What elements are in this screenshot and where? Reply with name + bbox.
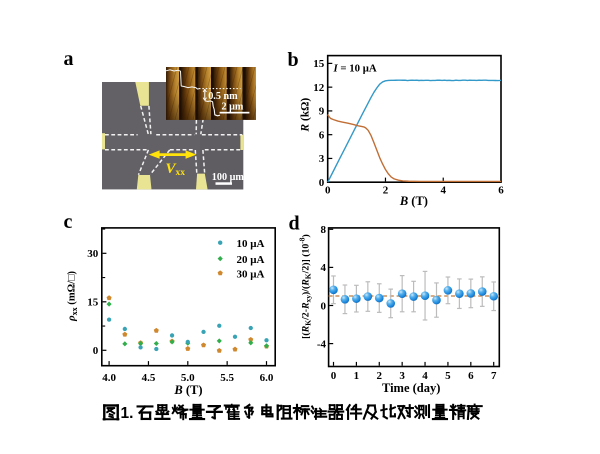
svg-text:Time (day): Time (day) [382,381,440,395]
svg-text:3: 3 [319,153,325,165]
svg-text:1: 1 [354,370,360,382]
svg-text:2 μm: 2 μm [222,102,244,113]
svg-text:4: 4 [321,262,327,274]
svg-text:0: 0 [93,345,99,357]
svg-text:I = 10 μA: I = 10 μA [333,63,377,75]
svg-text:15: 15 [313,58,325,70]
svg-text:0.5 nm: 0.5 nm [208,91,238,102]
svg-text:5.0: 5.0 [181,372,195,384]
svg-text:0: 0 [319,177,325,189]
svg-text:b: b [288,49,299,71]
svg-text:6: 6 [498,184,504,196]
svg-text:1.: 1. [121,405,134,422]
svg-text:c: c [64,211,73,233]
svg-text:100 μm: 100 μm [212,172,245,183]
svg-text:15: 15 [87,297,99,309]
svg-text:4: 4 [440,184,446,196]
svg-text:10 μA: 10 μA [237,238,265,250]
svg-text:0: 0 [331,370,337,382]
svg-text:9: 9 [319,106,325,118]
svg-text:a: a [64,48,74,70]
svg-text:30: 30 [87,248,99,260]
svg-text:2: 2 [383,184,389,196]
svg-text:4: 4 [422,370,428,382]
svg-text:-4: -4 [317,338,327,350]
svg-text:30 μA: 30 μA [237,268,265,280]
svg-text:7: 7 [491,370,497,382]
svg-text:d: d [289,213,300,235]
svg-text:6: 6 [319,129,325,141]
svg-text:8: 8 [321,224,327,236]
svg-text:4.5: 4.5 [142,372,156,384]
svg-text:3: 3 [399,370,405,382]
svg-text:6.0: 6.0 [260,372,274,384]
svg-text:4.0: 4.0 [102,372,116,384]
svg-text:0: 0 [325,184,331,196]
svg-text:[(RK/2-Rxy)/(RK/2)] (10-8): [(RK/2-Rxy)/(RK/2)] (10-8) [298,234,313,339]
svg-text:5: 5 [445,370,451,382]
svg-text:20 μA: 20 μA [237,254,265,266]
svg-text:6: 6 [468,370,474,382]
svg-text:0: 0 [321,300,327,312]
svg-text:R (kΩ): R (kΩ) [300,98,312,133]
svg-text:2: 2 [377,370,383,382]
svg-text:12: 12 [313,82,325,94]
svg-text:5.5: 5.5 [220,372,234,384]
svg-text:B (T): B (T) [173,383,202,397]
svg-text:B (T): B (T) [399,194,428,208]
svg-text:ρxx (mΩ/□): ρxx (mΩ/□) [66,271,79,322]
